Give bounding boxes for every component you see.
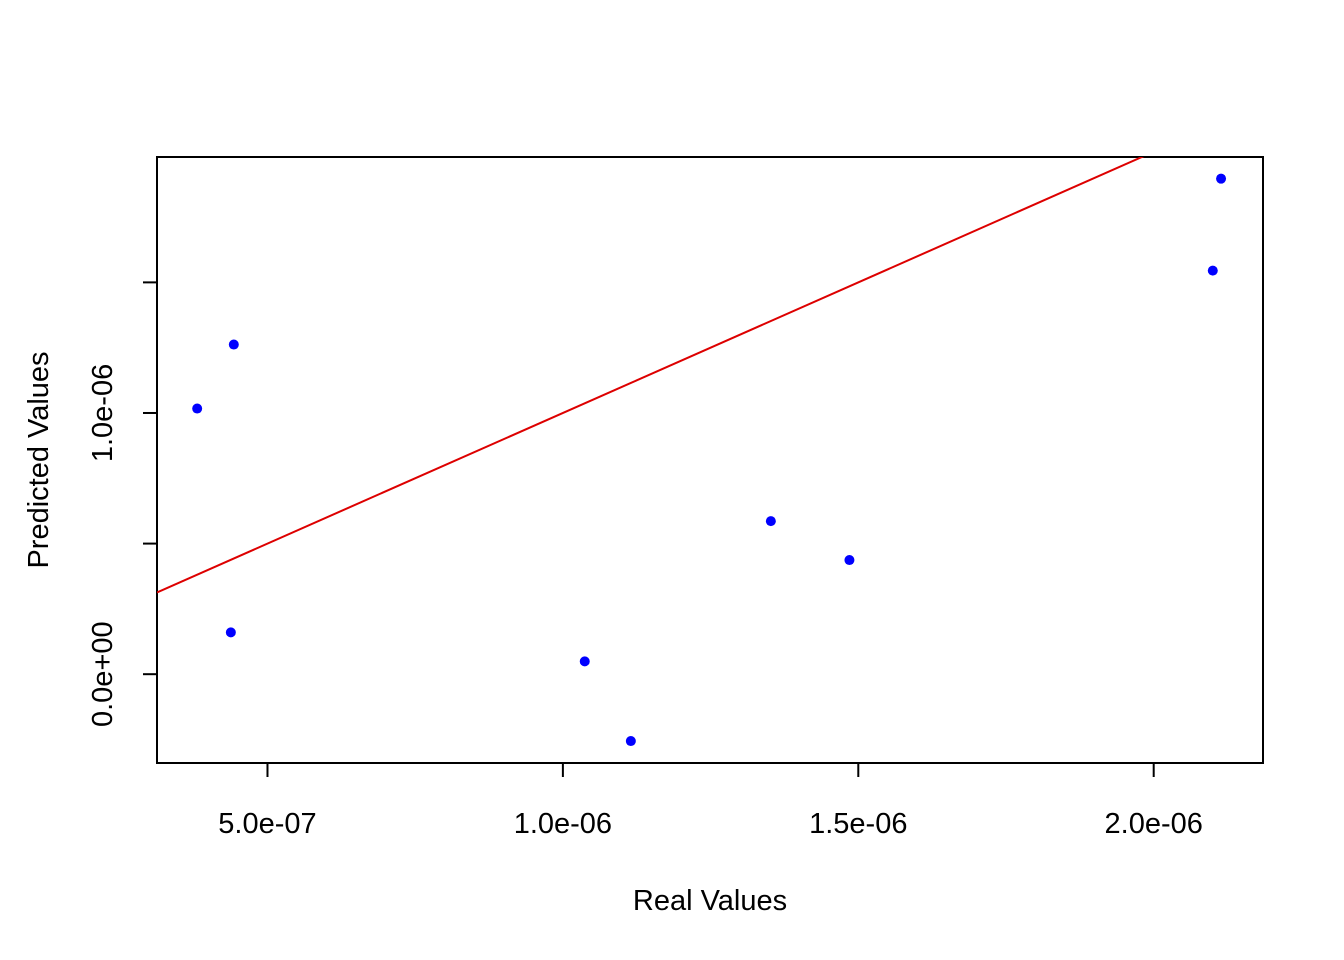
data-point	[844, 555, 855, 566]
x-axis-title: Real Values	[633, 885, 787, 917]
y-tick-label: 1.0e-06	[87, 364, 119, 462]
plot-area	[157, 157, 1227, 747]
y-axis: 0.0e+00 1.0e-06	[87, 281, 157, 727]
y-axis-title: Predicted Values	[23, 351, 55, 568]
x-tick-label: 2.0e-06	[1105, 808, 1203, 840]
x-axis: 5.0e-07 1.0e-06 1.5e-06 2.0e-06	[218, 763, 1203, 840]
data-point	[225, 627, 236, 638]
data-point	[625, 736, 636, 747]
plot-frame	[156, 156, 1264, 764]
x-tick-label: 1.5e-06	[809, 808, 907, 840]
data-point	[765, 516, 776, 527]
y-tick-label: 0.0e+00	[87, 621, 119, 727]
data-point	[1216, 173, 1227, 184]
data-point	[228, 339, 239, 350]
data-point	[579, 656, 590, 667]
data-point	[192, 403, 203, 414]
reference-line	[157, 157, 1145, 594]
x-tick-label: 5.0e-07	[218, 808, 316, 840]
data-point	[1207, 265, 1218, 276]
x-tick-label: 1.0e-06	[514, 808, 612, 840]
